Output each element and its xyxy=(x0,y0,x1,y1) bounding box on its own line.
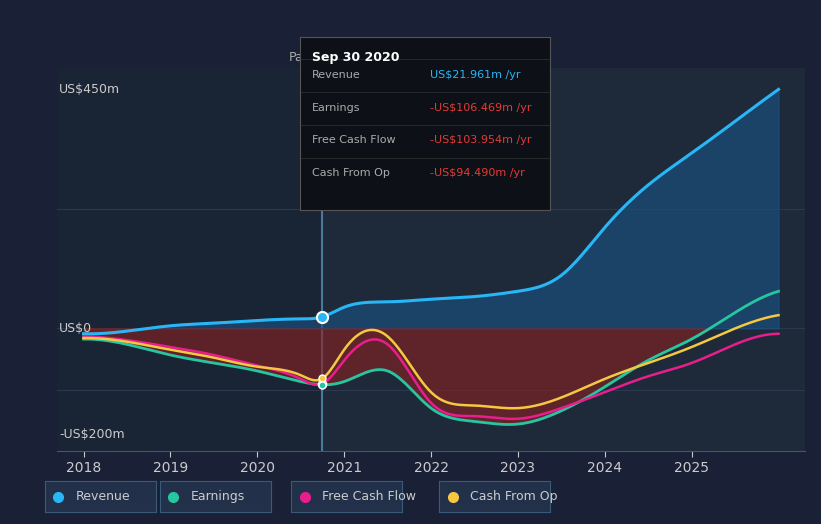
Text: Free Cash Flow: Free Cash Flow xyxy=(312,135,396,146)
Text: Free Cash Flow: Free Cash Flow xyxy=(323,490,416,503)
Text: Earnings: Earnings xyxy=(312,103,360,113)
Text: US$0: US$0 xyxy=(59,322,92,335)
Text: Revenue: Revenue xyxy=(76,490,131,503)
Text: Revenue: Revenue xyxy=(312,70,361,80)
Text: Cash From Op: Cash From Op xyxy=(312,168,390,178)
Text: Earnings: Earnings xyxy=(191,490,245,503)
Text: -US$103.954m /yr: -US$103.954m /yr xyxy=(430,135,531,146)
Bar xyxy=(57,68,323,451)
Text: US$21.961m /yr: US$21.961m /yr xyxy=(430,70,521,80)
Text: -US$106.469m /yr: -US$106.469m /yr xyxy=(430,103,531,113)
Text: Past: Past xyxy=(289,51,315,64)
Text: -US$200m: -US$200m xyxy=(59,428,125,441)
Text: Sep 30 2020: Sep 30 2020 xyxy=(312,50,400,63)
Text: US$450m: US$450m xyxy=(59,83,120,96)
Text: -US$94.490m /yr: -US$94.490m /yr xyxy=(430,168,525,178)
Text: Analysts Forecasts: Analysts Forecasts xyxy=(330,51,447,64)
Text: Cash From Op: Cash From Op xyxy=(470,490,557,503)
